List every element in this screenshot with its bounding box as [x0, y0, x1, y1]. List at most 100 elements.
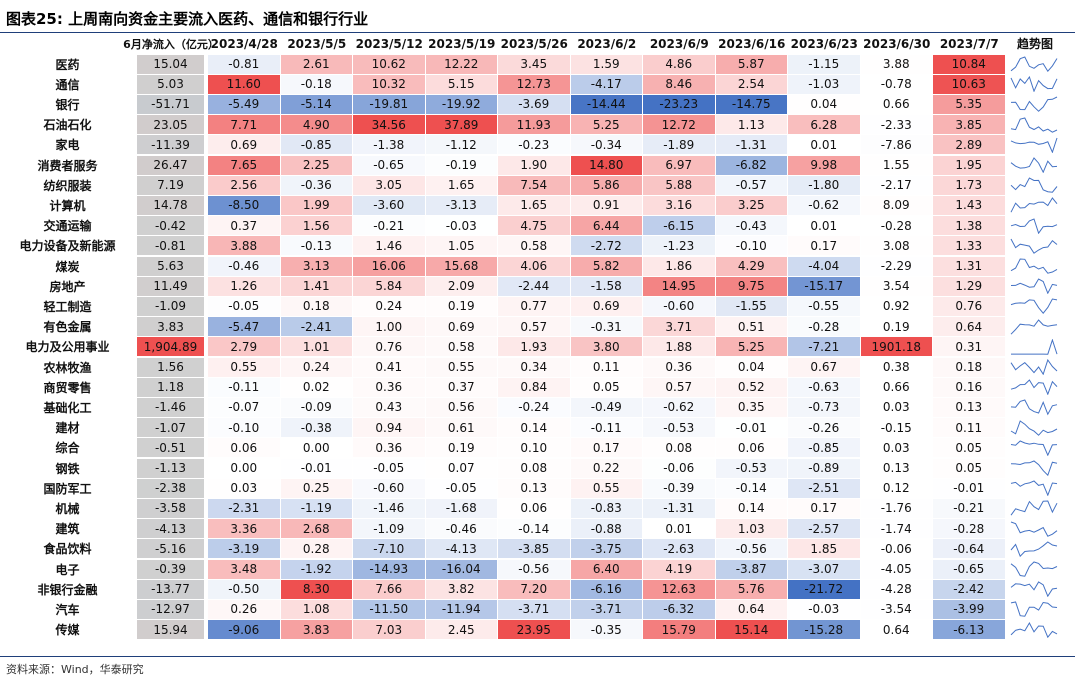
value-cell: 14.78	[137, 195, 204, 216]
value-cell: -6.13	[933, 620, 1005, 640]
value-cell: -0.31	[570, 317, 642, 337]
value-cell: 3.71	[643, 317, 715, 337]
value-cell: 11.93	[498, 115, 570, 135]
value-cell: 0.56	[425, 397, 497, 418]
sparkline	[1011, 338, 1058, 355]
value-cell: -3.13	[425, 195, 497, 216]
value-cell: 14.95	[643, 276, 715, 296]
value-cell: 0.01	[788, 216, 860, 236]
column-header: 2023/7/7	[939, 36, 999, 51]
value-cell: 9.98	[788, 155, 860, 175]
value-cell: 3.05	[353, 175, 425, 195]
value-cell: -12.97	[137, 599, 204, 620]
sparkline-path	[1010, 238, 1058, 254]
value-cell: -19.92	[425, 94, 497, 115]
value-cell: -0.24	[498, 397, 570, 418]
value-cell: 1.59	[570, 54, 642, 74]
value-cell: -1.58	[570, 276, 642, 296]
value-cell: -2.63	[643, 539, 715, 559]
value-cell: 5.25	[715, 337, 787, 357]
value-cell: 1.99	[280, 195, 352, 216]
value-cell: -3.75	[570, 539, 642, 559]
value-cell: 3.13	[280, 256, 352, 276]
value-cell: -15.17	[788, 276, 860, 296]
value-cell: 23.95	[498, 620, 570, 640]
table: 6月净流入（亿元） 2023/4/28 2023/5/5 2023/5/12 2023/…	[0, 34, 1070, 644]
value-cell: 0.03	[860, 397, 932, 418]
value-cell: -0.07	[208, 397, 280, 418]
value-cell: -4.28	[860, 579, 932, 599]
value-cell: 0.55	[570, 478, 642, 498]
value-cell: 3.45	[498, 54, 570, 74]
value-cell: -0.11	[570, 418, 642, 438]
value-cell: -0.57	[715, 175, 787, 195]
value-cell: 1.41	[280, 276, 352, 296]
row-label: 银行	[55, 97, 80, 112]
value-cell: 1.08	[280, 599, 352, 620]
value-cell: 12.73	[498, 74, 570, 94]
value-cell: 0.18	[933, 357, 1005, 377]
value-cell: -0.49	[570, 397, 642, 418]
value-cell: -11.39	[137, 135, 204, 155]
value-cell: 0.77	[498, 296, 570, 317]
sparkline	[1010, 601, 1058, 618]
sparkline-path	[1010, 581, 1058, 598]
value-cell: 1.38	[933, 216, 1005, 236]
value-cell: -0.85	[280, 135, 352, 155]
row-label: 电力及公用事业	[25, 340, 110, 355]
value-cell: 2.25	[280, 155, 352, 175]
value-cell: 15.68	[425, 256, 497, 276]
sparkline-path	[1010, 96, 1058, 113]
value-cell: -0.05	[208, 296, 280, 317]
value-cell: 0.13	[498, 478, 570, 498]
value-cell: -0.06	[643, 458, 715, 478]
value-cell: 11.49	[137, 276, 204, 296]
value-cell: 4.19	[643, 559, 715, 579]
value-cell: 0.24	[280, 357, 352, 377]
value-cell: 0.38	[860, 357, 932, 377]
value-cell: 0.14	[498, 418, 570, 438]
value-cell: -11.94	[425, 599, 497, 620]
value-cell: 0.28	[280, 539, 352, 559]
value-cell: -5.47	[208, 317, 280, 337]
value-cell: 10.62	[353, 54, 425, 74]
row-label: 电子	[55, 562, 80, 577]
value-cell: -4.04	[788, 256, 860, 276]
column-header: 2023/5/12	[355, 36, 423, 51]
value-cell: -0.55	[788, 296, 860, 317]
value-cell: 1.05	[425, 236, 497, 256]
value-cell: -1.55	[715, 296, 787, 317]
value-cell: -2.33	[860, 115, 932, 135]
value-cell: -0.35	[570, 620, 642, 640]
row-label: 消费者服务	[37, 158, 98, 173]
value-cell: -3.58	[137, 498, 204, 519]
value-cell: -2.41	[280, 317, 352, 337]
value-cell: 5.15	[425, 74, 497, 94]
value-cell: -0.34	[570, 135, 642, 155]
sparkline-path	[1010, 76, 1058, 93]
value-cell: 3.85	[933, 115, 1005, 135]
value-cell: 0.92	[860, 296, 932, 317]
sparkline-path	[1010, 500, 1058, 516]
value-cell: 6.44	[570, 216, 642, 236]
value-cell: 0.07	[425, 458, 497, 478]
value-cell: -6.15	[643, 216, 715, 236]
value-cell: 1.00	[353, 317, 425, 337]
sparkline-path	[1011, 338, 1058, 355]
value-cell: 1.03	[715, 519, 787, 539]
value-cell: 12.63	[643, 579, 715, 599]
value-cell: -0.83	[570, 498, 642, 519]
value-cell: 4.86	[643, 54, 715, 74]
value-cell: 0.34	[498, 357, 570, 377]
value-cell: 0.76	[933, 296, 1005, 317]
value-cell: 1.86	[643, 256, 715, 276]
row-label: 医药	[55, 57, 80, 72]
sparkline-path	[1010, 157, 1058, 174]
value-cell: -2.38	[137, 478, 204, 498]
value-cell: -3.07	[788, 559, 860, 579]
value-cell: 5.86	[570, 175, 642, 195]
value-cell: -0.11	[208, 377, 280, 397]
value-cell: -2.17	[860, 175, 932, 195]
value-cell: 7.66	[353, 579, 425, 599]
row-label: 非银行金融	[37, 582, 98, 597]
